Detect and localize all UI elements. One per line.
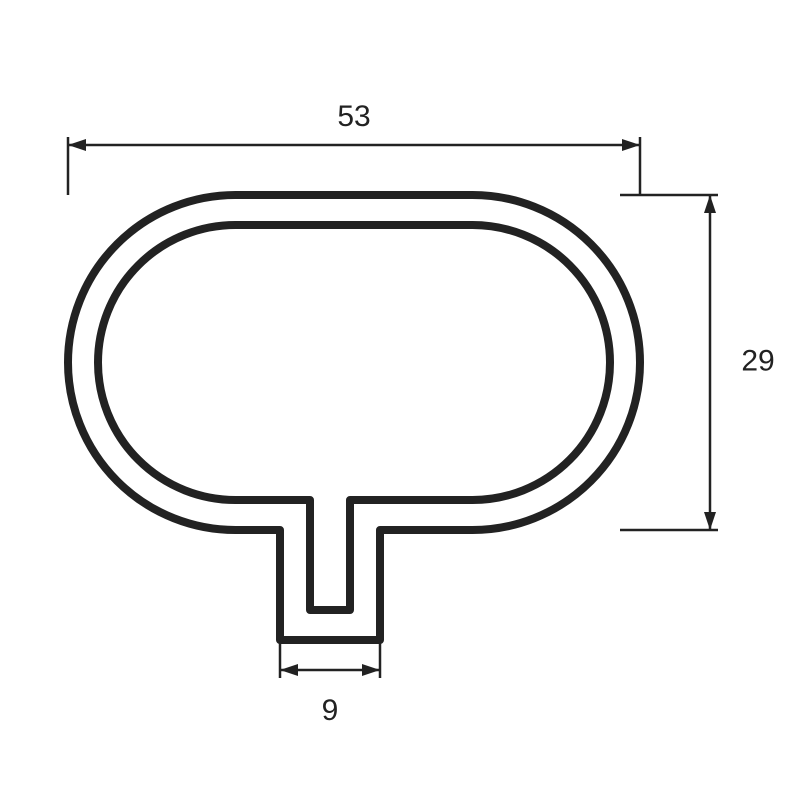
profile-inner: [98, 225, 610, 610]
dim-arrow: [362, 664, 380, 676]
technical-drawing: 53 29 9: [0, 0, 800, 800]
dim-arrow: [280, 664, 298, 676]
dim-arrow: [704, 512, 716, 530]
dim-arrow: [622, 139, 640, 151]
dim-arrow: [68, 139, 86, 151]
dim-tab-label: 9: [322, 694, 339, 727]
dim-arrow: [704, 195, 716, 213]
dim-height-label: 29: [741, 344, 774, 377]
dim-width-label: 53: [337, 100, 370, 133]
